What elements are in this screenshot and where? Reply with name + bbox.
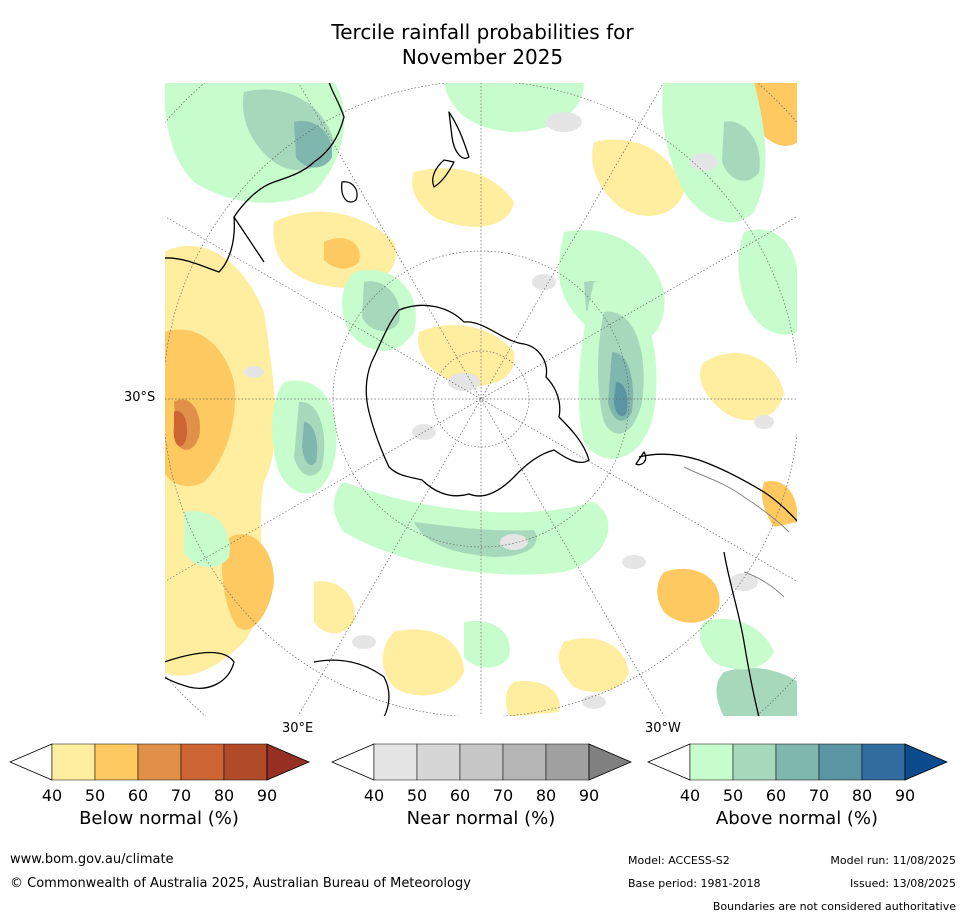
above-colorbar-tick-label: 60 [765,786,787,805]
issued-date: Issued: 13/08/2025 [849,877,956,890]
political-boundaries [683,466,790,598]
antarctica-coastline [365,304,590,497]
australia-south-coast [233,216,265,263]
near-colorbar-max-arrow [588,743,632,781]
boundary-disclaimer: Boundaries are not considered authoritat… [712,900,956,913]
below-normal-shading [164,82,798,717]
near-colorbar-min-arrow [330,743,375,781]
above-normal-ticks: 40 50 60 70 80 90 [646,786,946,806]
tasmania-coastline [341,181,358,203]
above-colorbar-segment [775,743,820,781]
model-name: Model: ACCESS-S2 [628,854,730,867]
south-america-coastline [638,453,798,523]
below-normal-title: Below normal (%) [79,808,239,829]
map-frame [164,82,798,717]
longitude-label-30e: 30°E [282,721,314,736]
near-normal-colorbar-svg [330,743,632,781]
above-colorbar-min-arrow [646,743,691,781]
below-colorbar-min-arrow [8,743,53,781]
map-title: Tercile rainfall probabilities for Novem… [0,20,965,70]
above-colorbar-tick-label: 40 [679,786,701,805]
map-canvas [164,82,798,717]
copyright-text: © Commonwealth of Australia 2025, Austra… [10,876,471,891]
africa-south-coastline [313,659,390,717]
title-line-2: November 2025 [401,45,564,69]
below-normal-colorbar: 40 50 60 70 80 90 [8,742,310,806]
new-zealand-south-coastline [432,159,455,188]
title-line-1: Tercile rainfall probabilities for [331,20,634,44]
above-colorbar-segment [818,743,863,781]
near-normal-shading [244,112,774,709]
longitude-label-30w: 30°W [645,721,681,736]
near-colorbar-tick-label: 70 [492,786,514,805]
near-normal-title: Near normal (%) [406,808,556,829]
near-colorbar-tick-label: 60 [449,786,471,805]
base-period: Base period: 1981-2018 [628,877,761,890]
above-colorbar-tick-label: 50 [722,786,744,805]
above-normal-title: Above normal (%) [715,808,879,829]
below-colorbar-tick-label: 60 [127,786,149,805]
below-colorbar-tick-label: 50 [84,786,106,805]
graticule [164,82,798,717]
near-colorbar-tick-label: 50 [406,786,428,805]
below-colorbar-segment [94,743,139,781]
above-normal-colorbar: 40 50 60 70 80 90 [646,742,948,806]
below-colorbar-tick-label: 90 [256,786,278,805]
above-normal-colorbar-svg [646,743,948,781]
below-colorbar-segment [223,743,268,781]
australia-coastline [164,82,345,273]
above-colorbar-segment [732,743,777,781]
latitude-label-30s: 30°S [124,390,156,405]
above-colorbar-tick-label: 90 [894,786,916,805]
near-colorbar-tick-label: 90 [578,786,600,805]
above-colorbar-tick-label: 70 [808,786,830,805]
below-colorbar-tick-label: 70 [170,786,192,805]
below-normal-colorbar-svg [8,743,310,781]
above-colorbar-tick-label: 80 [851,786,873,805]
below-colorbar-segment [51,743,96,781]
coastlines [164,82,798,717]
near-colorbar-tick-label: 80 [535,786,557,805]
model-run-date: Model run: 11/08/2025 [830,854,956,867]
below-colorbar-max-arrow [266,743,310,781]
below-colorbar-tick-label: 80 [213,786,235,805]
below-colorbar-segment [137,743,182,781]
near-colorbar-segment [502,743,547,781]
south-america-east-coastline [723,551,760,717]
website-link[interactable]: www.bom.gov.au/climate [10,852,174,867]
near-colorbar-segment [545,743,590,781]
near-colorbar-segment [416,743,461,781]
near-normal-ticks: 40 50 60 70 80 90 [330,786,630,806]
probability-map [164,82,798,717]
above-colorbar-segment [861,743,906,781]
new-zealand-north-coastline [448,111,470,159]
near-colorbar-segment [459,743,504,781]
africa-coastline [164,651,235,689]
below-colorbar-tick-label: 40 [41,786,63,805]
near-normal-colorbar: 40 50 60 70 80 90 [330,742,632,806]
above-colorbar-segment [689,743,734,781]
near-colorbar-tick-label: 40 [363,786,385,805]
below-colorbar-segment [180,743,225,781]
above-colorbar-max-arrow [904,743,948,781]
below-normal-ticks: 40 50 60 70 80 90 [8,786,308,806]
near-colorbar-segment [373,743,418,781]
